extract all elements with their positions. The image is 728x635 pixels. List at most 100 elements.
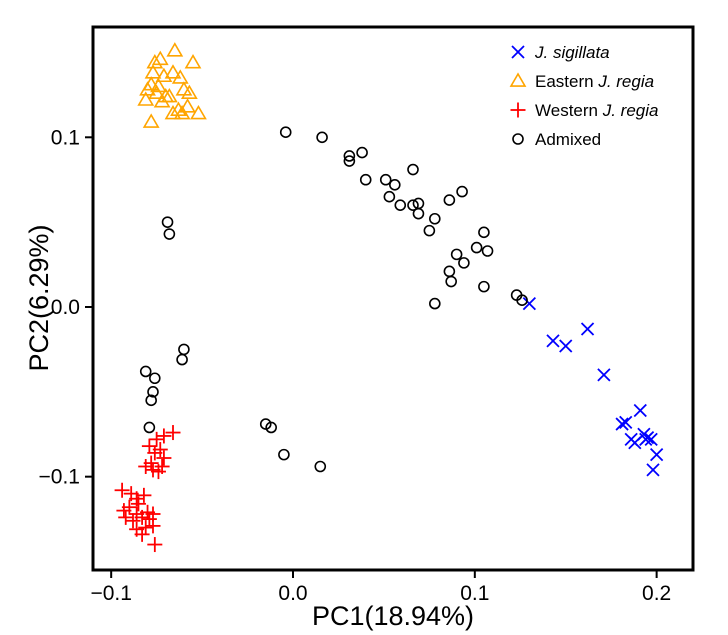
data-point (314, 460, 327, 473)
data-point (412, 207, 425, 220)
data-point (145, 518, 161, 534)
data-point (149, 372, 161, 385)
data-point (316, 131, 328, 144)
series-0 (522, 296, 664, 477)
data-point (147, 537, 163, 553)
data-point (160, 87, 178, 103)
data-point (429, 212, 441, 225)
legend-label: J. sigillata (534, 43, 610, 62)
x-tick-label: 0.0 (278, 582, 307, 605)
data-point (644, 432, 658, 446)
data-point (450, 248, 463, 261)
data-point (443, 194, 456, 206)
data-point (118, 509, 134, 525)
points-layer (114, 42, 664, 553)
legend-label: Western J. regia (535, 101, 658, 120)
legend-item: Admixed (512, 130, 601, 149)
data-point (165, 425, 181, 441)
data-point (522, 296, 537, 311)
data-point (394, 199, 407, 211)
data-point (356, 146, 368, 159)
data-point (407, 199, 419, 211)
data-point (343, 155, 356, 167)
data-point (142, 113, 160, 128)
data-point (171, 69, 189, 84)
data-point (478, 226, 490, 239)
data-point (130, 496, 146, 512)
data-point (633, 403, 647, 418)
data-point (137, 91, 155, 106)
plot-frame (91, 25, 695, 572)
data-point (179, 98, 196, 113)
data-point (175, 81, 193, 96)
data-point (456, 185, 468, 198)
legend-marker (511, 45, 525, 59)
data-point (615, 417, 629, 431)
data-point (134, 509, 150, 525)
legend-marker (512, 133, 524, 145)
data-point (649, 447, 664, 462)
data-point (151, 50, 169, 66)
data-point (147, 386, 159, 398)
series-3 (139, 126, 528, 473)
data-point (114, 482, 130, 498)
x-tick-label: 0.2 (642, 582, 671, 605)
x-tick-label: 0.1 (460, 582, 489, 605)
x-tick-label: −0.1 (90, 582, 131, 605)
data-point (458, 257, 470, 269)
data-point (278, 448, 290, 461)
data-point (343, 150, 356, 162)
data-point (138, 458, 154, 474)
data-point (383, 190, 396, 203)
series-1 (137, 42, 207, 128)
legend-item: J. sigillata (511, 43, 610, 62)
data-point (639, 432, 653, 446)
data-point (125, 513, 141, 529)
data-point (138, 520, 154, 536)
data-point (429, 297, 441, 310)
data-point (443, 265, 456, 278)
legend-item: Eastern J. regia (509, 72, 654, 91)
data-point (265, 421, 277, 434)
data-point (116, 503, 132, 519)
data-point (646, 463, 660, 477)
y-tick-label: 0.1 (51, 126, 80, 149)
x-axis-title: PC1(18.94%) (312, 601, 474, 631)
data-point (184, 54, 202, 69)
data-point (136, 487, 152, 503)
data-point (178, 343, 190, 356)
data-point (141, 511, 157, 527)
data-point (176, 353, 188, 366)
legend-marker (510, 102, 526, 118)
data-point (389, 179, 401, 191)
data-point (546, 334, 560, 348)
ticks-layer: −0.1 0.0 0.1 0.2 −0.1 0.0 0.1 (39, 126, 672, 605)
data-point (423, 224, 436, 237)
data-point (143, 421, 156, 434)
data-point (407, 163, 419, 176)
legend-label: Eastern J. regia (535, 72, 654, 91)
data-point (516, 294, 528, 306)
data-point (470, 241, 483, 254)
data-point (164, 104, 182, 120)
y-tick-label: 0.0 (51, 296, 80, 319)
data-point (144, 64, 162, 79)
data-point (190, 104, 207, 120)
data-point (619, 415, 633, 430)
data-point (156, 450, 172, 466)
data-point (150, 77, 167, 93)
data-point (163, 228, 176, 240)
data-point (597, 368, 611, 382)
data-point (173, 104, 191, 120)
legend-marker (509, 72, 527, 87)
data-point (445, 275, 457, 288)
data-point (139, 365, 152, 378)
data-point (279, 126, 292, 139)
data-point (164, 64, 182, 79)
legend-item: Western J. regia (510, 101, 658, 120)
data-point (379, 173, 392, 186)
data-point (153, 93, 171, 108)
data-point (359, 173, 372, 186)
data-point (161, 216, 174, 228)
